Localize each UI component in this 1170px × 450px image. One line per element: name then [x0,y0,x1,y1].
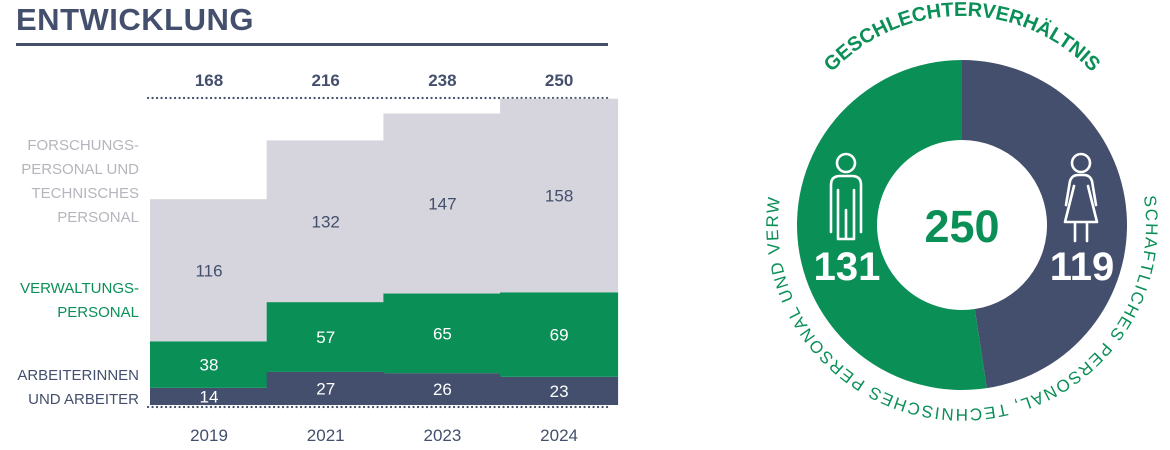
bar-value-label: 38 [200,356,219,375]
bar-value-label: 158 [545,187,573,206]
bar-value-label: 132 [312,212,340,231]
bar-value-label: 14 [200,387,219,406]
female-icon-body [1063,173,1099,243]
bar-segment-2021-series-0 [266,371,385,405]
male-count: 131 [814,245,881,289]
bar-segment-2019-series-2 [150,199,268,342]
x-tick-label: 2021 [307,426,345,445]
legend-label-line: PERSONAL [57,304,139,321]
total-label: 216 [312,71,340,90]
bar-segment-2024-series-0 [500,376,619,405]
development-bar-chart: 14 38 116 168 2019 27 57 132 216 2021 26 65 147 238 20… [17,71,619,445]
total-label: 250 [545,71,573,90]
x-tick-label: 2019 [190,426,228,445]
male-person-icon [829,152,863,241]
female-count: 119 [1050,245,1115,289]
bar-segment-2021-series-1 [266,302,385,372]
legend-label-line: ARBEITERINNEN [17,367,139,384]
total-label: 238 [428,71,456,90]
donut-slice-female [962,60,1127,389]
bar-value-label: 23 [550,382,569,401]
bar-segment-2019-series-0 [150,387,268,405]
bar-value-label: 26 [433,380,452,399]
bar-value-label: 27 [316,379,335,398]
legend-label-line: UND ARBEITER [28,391,139,408]
legend-label-line: PERSONAL UND [21,161,139,178]
female-person-icon [1063,152,1099,243]
bar-value-label: 57 [316,328,335,347]
bar-segment-2021-series-2 [266,140,385,303]
title-underline [16,43,608,46]
legend-label-line: TECHNISCHES [31,185,139,202]
bar-value-label: 116 [195,261,222,280]
donut-total: 250 [924,201,999,252]
x-tick-label: 2024 [540,426,578,445]
total-label: 168 [195,71,223,90]
bar-segment-2023-series-0 [383,373,502,405]
x-tick-label: 2023 [423,426,461,445]
female-icon-head [1070,152,1092,174]
donut-slice-male [796,60,987,391]
bar-segment-2024-series-2 [500,98,619,293]
bar-segment-2023-series-2 [383,113,502,294]
bar-value-label: 65 [433,324,452,343]
bar-value-label: 147 [428,194,456,213]
male-icon-head [835,152,857,174]
male-icon-body [829,174,863,241]
bar-segment-2019-series-1 [150,341,268,388]
legend-label-line: FORSCHUNGS- [27,137,139,154]
bar-value-label: 69 [550,326,569,345]
page-title: ENTWICKLUNG [16,2,254,37]
legend-label-line: VERWALTUNGS- [20,280,139,297]
legend-label-line: PERSONAL [57,209,139,226]
bar-segment-2023-series-1 [383,293,502,374]
bar-segment-2024-series-1 [500,292,619,377]
